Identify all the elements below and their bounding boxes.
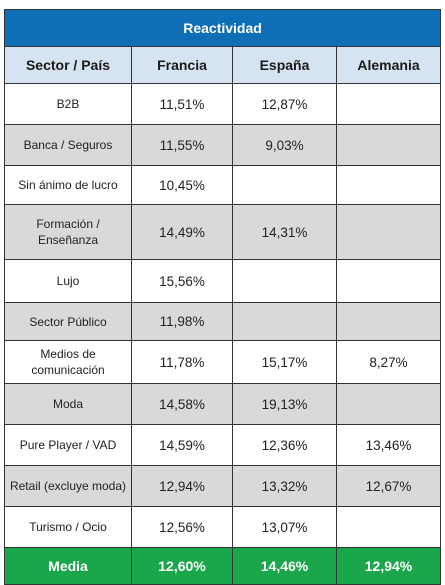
espana-cell: 9,03% — [232, 124, 337, 166]
espana-cell: 12,87% — [232, 83, 337, 125]
table-row: B2B 11,51% 12,87% — [4, 83, 442, 125]
column-header-alemania: Alemania — [335, 46, 442, 84]
sector-cell: Medios de comunicación — [4, 340, 132, 384]
francia-cell: 11,78% — [131, 340, 233, 384]
alemania-cell — [335, 506, 442, 548]
alemania-cell — [335, 165, 442, 205]
reactivity-table-container: Reactividad Sector / País Francia España… — [3, 9, 442, 585]
espana-cell: 12,36% — [232, 424, 337, 466]
espana-cell: 15,17% — [232, 340, 337, 384]
table-row: Moda 14,58% 19,13% — [4, 383, 442, 425]
sector-cell: Moda — [4, 383, 132, 425]
espana-cell — [232, 259, 337, 303]
table-row: Sector Público 11,98% — [4, 302, 442, 341]
sector-cell: Banca / Seguros — [4, 124, 132, 166]
alemania-cell — [335, 259, 442, 303]
sector-cell: Pure Player / VAD — [4, 424, 132, 466]
francia-cell: 14,58% — [131, 383, 233, 425]
table-row: Lujo 15,56% — [4, 259, 442, 303]
espana-cell: 13,32% — [232, 465, 337, 507]
column-header-francia: Francia — [131, 46, 233, 84]
francia-cell: 14,49% — [131, 204, 233, 260]
alemania-cell: 13,46% — [335, 424, 442, 466]
table-row: Pure Player / VAD 14,59% 12,36% 13,46% — [4, 424, 442, 466]
average-alemania: 12,94% — [335, 547, 442, 585]
average-francia: 12,60% — [131, 547, 233, 585]
sector-cell: Turismo / Ocio — [4, 506, 132, 548]
reactivity-table: Reactividad Sector / País Francia España… — [3, 9, 442, 585]
sector-cell: Sin ánimo de lucro — [4, 165, 132, 205]
francia-cell: 11,55% — [131, 124, 233, 166]
sector-cell: Retail (excluye moda) — [4, 465, 132, 507]
francia-cell: 12,94% — [131, 465, 233, 507]
average-label: Media — [4, 547, 132, 585]
column-header-sector: Sector / País — [4, 46, 132, 84]
alemania-cell — [335, 204, 442, 260]
average-row: Media 12,60% 14,46% 12,94% — [4, 547, 442, 585]
francia-cell: 15,56% — [131, 259, 233, 303]
espana-cell: 14,31% — [232, 204, 337, 260]
espana-cell: 13,07% — [232, 506, 337, 548]
espana-cell: 19,13% — [232, 383, 337, 425]
espana-cell — [232, 302, 337, 341]
table-title: Reactividad — [3, 9, 442, 47]
table-title-row: Reactividad — [3, 9, 442, 47]
column-header-espana: España — [232, 46, 337, 84]
table-row: Retail (excluye moda) 12,94% 13,32% 12,6… — [4, 465, 442, 507]
table-row: Banca / Seguros 11,55% 9,03% — [4, 124, 442, 166]
alemania-cell: 12,67% — [335, 465, 442, 507]
francia-cell: 11,98% — [131, 302, 233, 341]
alemania-cell: 8,27% — [335, 340, 442, 384]
francia-cell: 10,45% — [131, 165, 233, 205]
francia-cell: 11,51% — [131, 83, 233, 125]
alemania-cell — [335, 302, 442, 341]
francia-cell: 14,59% — [131, 424, 233, 466]
alemania-cell — [335, 124, 442, 166]
sector-cell: B2B — [4, 83, 132, 125]
sector-cell: Formación / Enseñanza — [4, 204, 132, 260]
espana-cell — [232, 165, 337, 205]
sector-cell: Lujo — [4, 259, 132, 303]
sector-cell: Sector Público — [4, 302, 132, 341]
alemania-cell — [335, 83, 442, 125]
table-row: Sin ánimo de lucro 10,45% — [4, 165, 442, 205]
table-row: Turismo / Ocio 12,56% 13,07% — [4, 506, 442, 548]
francia-cell: 12,56% — [131, 506, 233, 548]
table-header-row: Sector / País Francia España Alemania — [4, 46, 442, 84]
average-espana: 14,46% — [232, 547, 337, 585]
table-row: Formación / Enseñanza 14,49% 14,31% — [4, 204, 442, 260]
table-row: Medios de comunicación 11,78% 15,17% 8,2… — [4, 340, 442, 384]
alemania-cell — [335, 383, 442, 425]
